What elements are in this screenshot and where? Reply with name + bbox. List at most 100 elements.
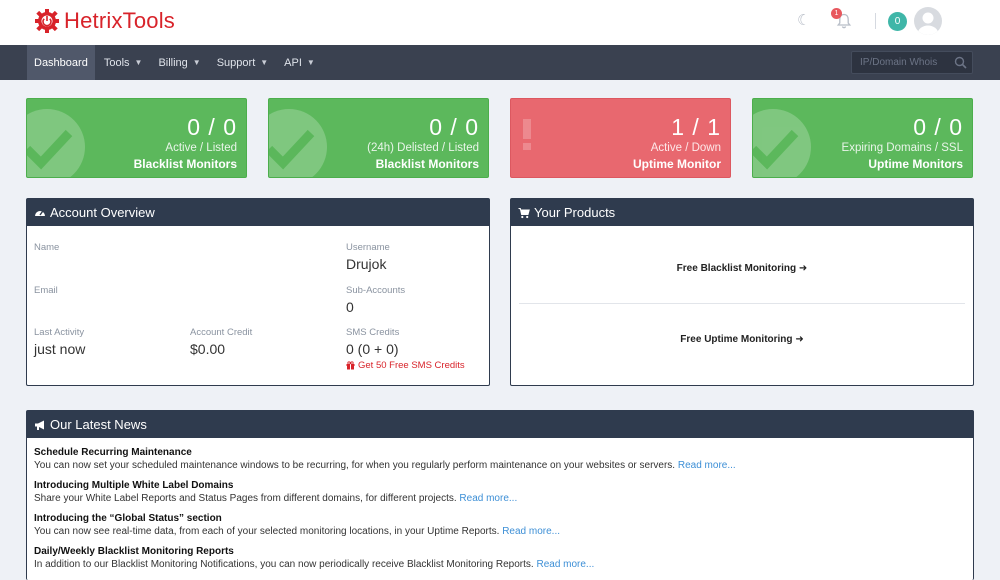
field-label: Last Activity xyxy=(34,327,85,338)
news-item: Schedule Recurring Maintenance You can n… xyxy=(27,447,973,471)
chevron-down-icon: ▼ xyxy=(192,58,201,67)
notifications-button[interactable]: 1 xyxy=(831,8,853,30)
field-value: 0 xyxy=(346,299,354,315)
stat-value: 0 / 0 xyxy=(187,114,237,140)
arrow-right-icon: ➜ xyxy=(798,263,808,274)
stat-value: 1 / 1 xyxy=(671,114,721,140)
stat-subtitle: (24h) Delisted / Listed xyxy=(367,142,479,154)
free-sms-link[interactable]: Get 50 Free SMS Credits xyxy=(346,360,465,371)
brand-name: HetrixTools xyxy=(64,8,176,33)
news-item: Daily/Weekly Blacklist Monitoring Report… xyxy=(27,546,973,570)
gear-power-icon xyxy=(35,9,59,33)
stat-label: Blacklist Monitors xyxy=(133,157,237,171)
nav-item-label: Dashboard xyxy=(34,56,88,69)
latest-news-panel: Our Latest News Schedule Recurring Maint… xyxy=(26,410,974,580)
product-link-blacklist[interactable]: Free Blacklist Monitoring ➜ xyxy=(511,263,973,274)
whois-search-input[interactable] xyxy=(852,52,952,73)
account-credit-field: Account Credit $0.00 xyxy=(190,327,252,357)
dark-mode-moon-icon[interactable]: ☾ xyxy=(797,12,811,29)
user-avatar[interactable] xyxy=(914,7,942,35)
nav-item-label: Support xyxy=(216,56,256,69)
news-text: In addition to our Blacklist Monitoring … xyxy=(34,559,534,570)
news-title: Introducing Multiple White Label Domains xyxy=(34,480,234,491)
field-value: $0.00 xyxy=(190,341,226,357)
product-divider xyxy=(519,303,965,304)
stat-label: Uptime Monitors xyxy=(868,157,963,171)
exclamation-icon xyxy=(523,119,531,150)
field-label: SMS Credits xyxy=(346,327,400,338)
dashboard-gauge-icon xyxy=(35,210,45,216)
nav-item-api[interactable]: API ▼ xyxy=(277,45,322,80)
news-text: Share your White Label Reports and Statu… xyxy=(34,493,457,504)
stat-label: Blacklist Monitors xyxy=(375,157,479,171)
header-actions: ☾ 1 0 xyxy=(797,6,942,36)
news-title: Introducing the “Global Status” section xyxy=(34,513,222,524)
panel-title: Account Overview xyxy=(50,205,155,220)
field-label: Username xyxy=(346,242,390,253)
read-more-link[interactable]: Read more... xyxy=(459,493,518,504)
stat-card-uptime-down[interactable]: 1 / 1 Active / Down Uptime Monitor xyxy=(510,98,731,178)
nav-item-tools[interactable]: Tools ▼ xyxy=(97,45,150,80)
stat-card-blacklist-active[interactable]: 0 / 0 Active / Listed Blacklist Monitors xyxy=(26,98,247,178)
panel-header: Account Overview xyxy=(27,199,489,226)
read-more-link[interactable]: Read more... xyxy=(536,559,595,570)
read-more-link[interactable]: Read more... xyxy=(502,526,561,537)
header-divider xyxy=(875,13,876,29)
field-value: 0 (0 + 0) xyxy=(346,341,399,357)
brand-logo[interactable]: HetrixTools xyxy=(34,6,175,36)
nav-item-dashboard[interactable]: Dashboard xyxy=(27,45,95,80)
nav-item-billing[interactable]: Billing ▼ xyxy=(151,45,207,80)
news-title: Schedule Recurring Maintenance xyxy=(34,447,192,458)
stat-subtitle: Expiring Domains / SSL xyxy=(841,142,963,154)
stat-card-blacklist-delisted[interactable]: 0 / 0 (24h) Delisted / Listed Blacklist … xyxy=(268,98,489,178)
news-body: You can now set your scheduled maintenan… xyxy=(34,460,973,471)
product-link-label: Free Uptime Monitoring xyxy=(680,334,793,345)
panel-title: Your Products xyxy=(534,205,616,220)
news-item: Introducing Multiple White Label Domains… xyxy=(27,480,973,504)
user-silhouette-icon xyxy=(918,12,938,35)
megaphone-icon xyxy=(35,420,44,430)
top-header: HetrixTools ☾ 1 0 xyxy=(0,0,1000,45)
panel-header: Our Latest News xyxy=(27,411,973,438)
news-text: You can now set your scheduled maintenan… xyxy=(34,460,676,471)
news-item: Introducing the “Global Status” section … xyxy=(27,513,973,537)
panel-header: Your Products xyxy=(511,199,973,226)
counter-badge[interactable]: 0 xyxy=(888,11,907,31)
news-title: Daily/Weekly Blacklist Monitoring Report… xyxy=(34,546,234,557)
nav-menu: Dashboard Tools ▼ Billing ▼ Support ▼ AP… xyxy=(27,45,324,80)
check-circle-icon xyxy=(27,109,85,177)
arrow-right-icon: ➜ xyxy=(795,334,804,345)
nav-item-label: Tools xyxy=(103,56,130,69)
field-value: Drujok xyxy=(346,256,387,272)
account-last-activity-field: Last Activity just now xyxy=(34,327,85,357)
news-body: In addition to our Blacklist Monitoring … xyxy=(34,559,973,570)
field-label: Sub-Accounts xyxy=(346,285,406,296)
check-circle-icon xyxy=(269,109,327,177)
stat-value: 0 / 0 xyxy=(429,114,479,140)
account-subaccounts-field: Sub-Accounts 0 xyxy=(346,285,405,315)
chevron-down-icon: ▼ xyxy=(260,58,269,67)
search-icon[interactable] xyxy=(954,56,967,69)
news-body: Share your White Label Reports and Statu… xyxy=(34,493,973,504)
account-email-field: Email xyxy=(34,285,58,299)
product-link-uptime[interactable]: Free Uptime Monitoring ➜ xyxy=(511,334,973,345)
account-sms-field: SMS Credits 0 (0 + 0) Get 50 Free SMS Cr… xyxy=(346,327,465,371)
whois-search xyxy=(851,51,973,74)
your-products-panel: Your Products Free Blacklist Monitoring … xyxy=(510,198,974,386)
chevron-down-icon: ▼ xyxy=(306,58,315,67)
field-label: Account Credit xyxy=(190,327,253,338)
read-more-link[interactable]: Read more... xyxy=(677,460,736,471)
stat-label: Uptime Monitor xyxy=(633,157,721,171)
panel-title: Our Latest News xyxy=(50,417,147,432)
nav-item-support[interactable]: Support ▼ xyxy=(210,45,275,80)
news-text: You can now see real-time data, from eac… xyxy=(34,526,500,537)
chevron-down-icon: ▼ xyxy=(134,58,143,67)
stat-value: 0 / 0 xyxy=(913,114,963,140)
gift-icon xyxy=(346,361,355,370)
stat-card-expiring[interactable]: 0 / 0 Expiring Domains / SSL Uptime Moni… xyxy=(752,98,973,178)
nav-item-label: API xyxy=(284,56,302,69)
check-circle-icon xyxy=(753,109,811,177)
account-username-field: Username Drujok xyxy=(346,242,390,272)
product-link-label: Free Blacklist Monitoring xyxy=(676,263,797,274)
stat-subtitle: Active / Listed xyxy=(165,142,237,154)
